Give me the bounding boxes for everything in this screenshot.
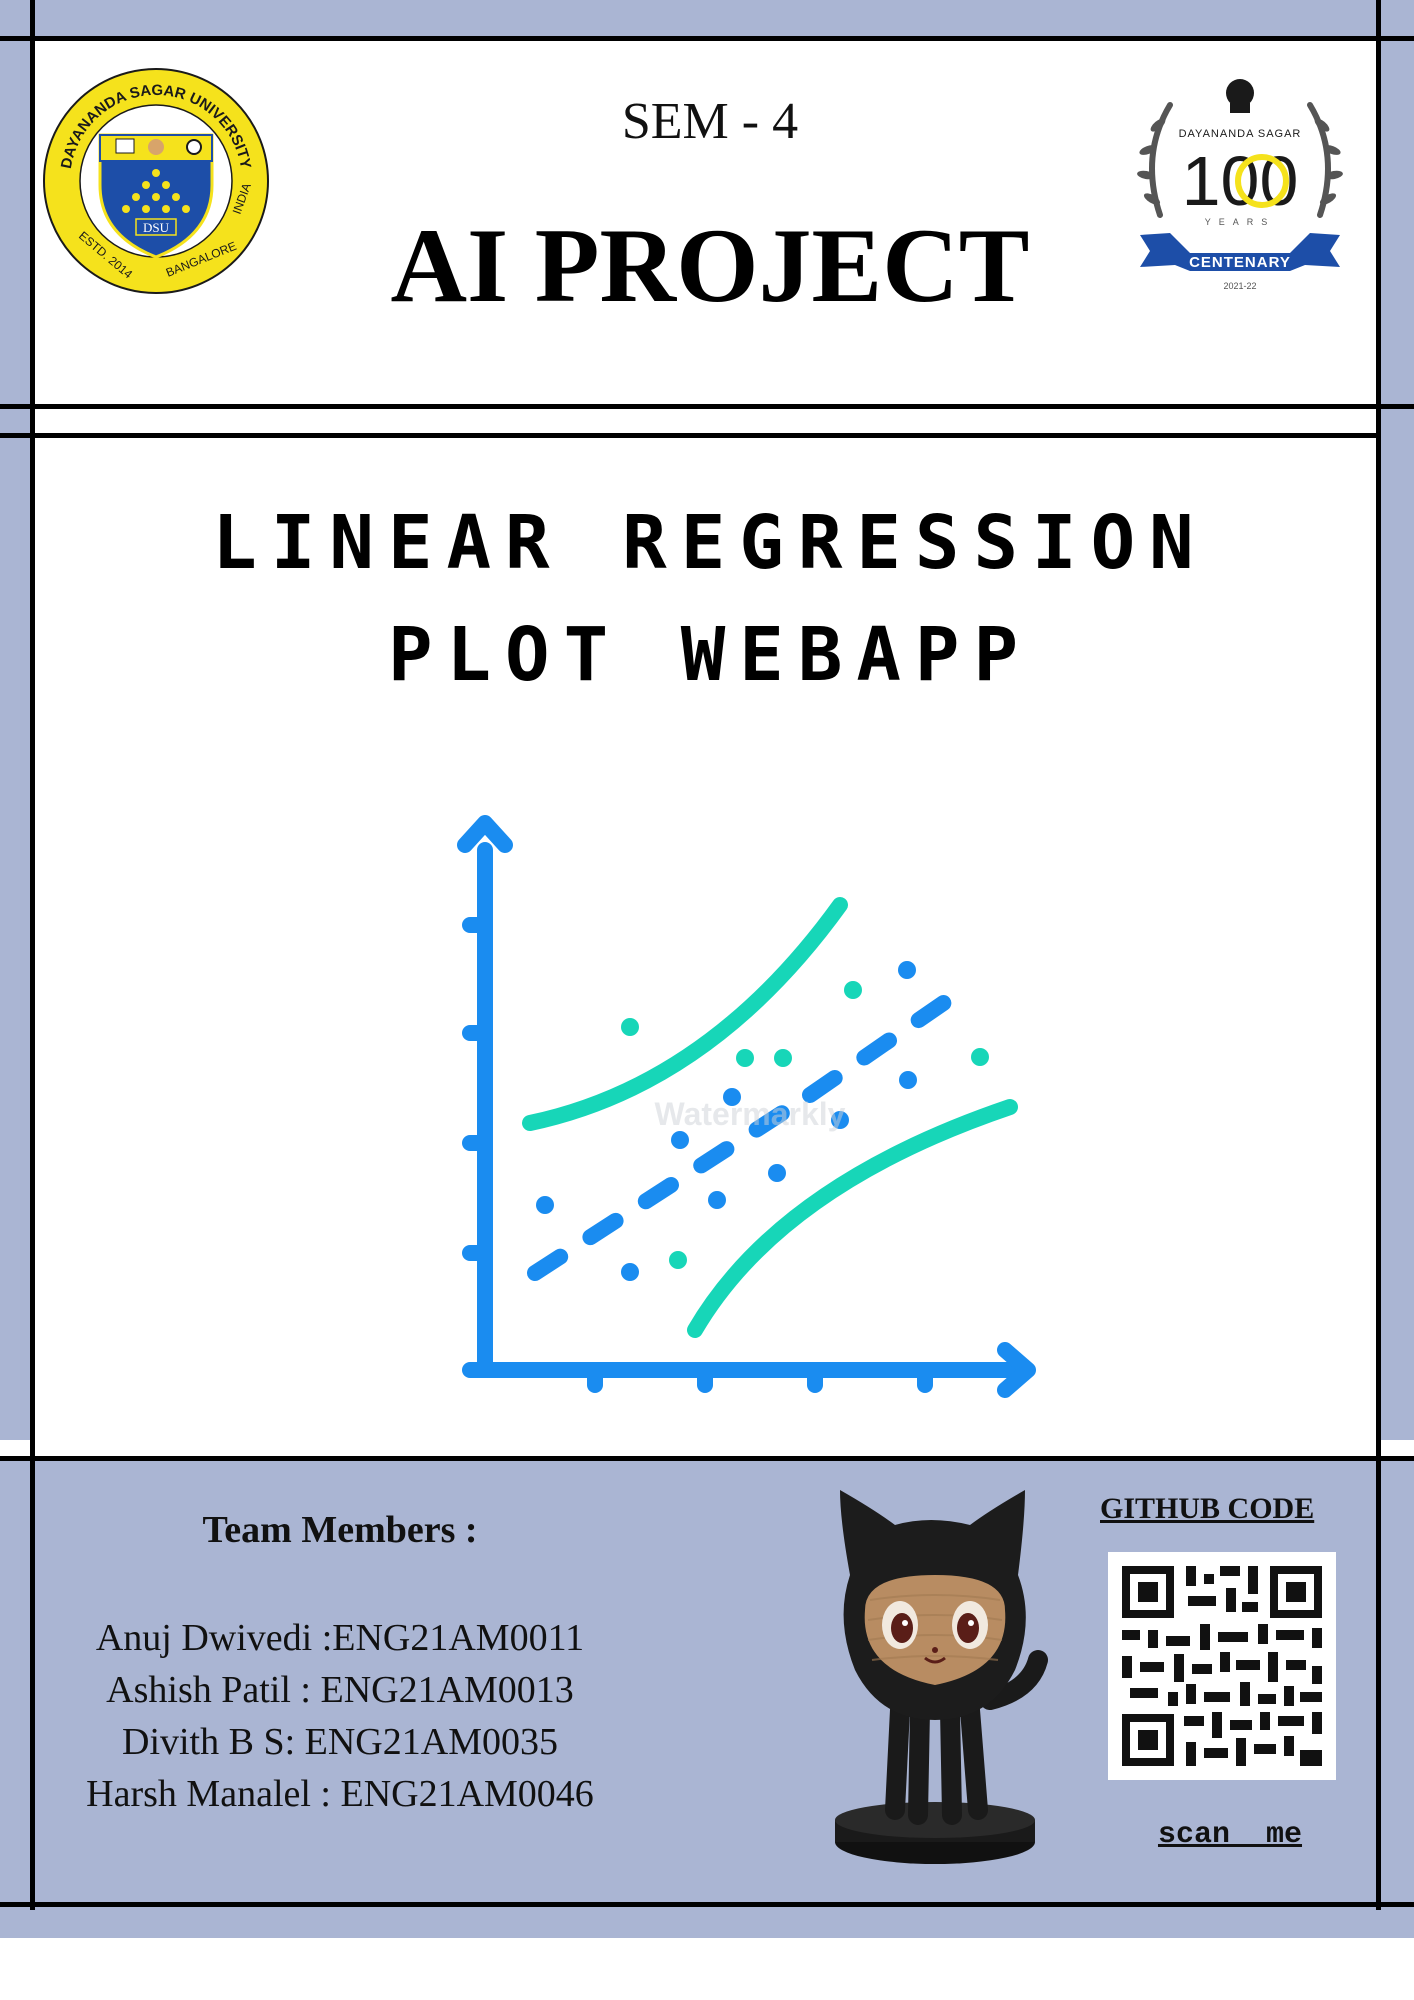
top-band (0, 0, 1414, 36)
shield-text: DSU (143, 220, 170, 235)
team-member: Ashish Patil : ENG21AM0013 (106, 1669, 574, 1711)
frame-line-content-top (0, 433, 1380, 438)
github-code-label: GITHUB CODE (1100, 1492, 1315, 1525)
octocat-figure-icon (835, 1490, 1048, 1864)
team-member-list: Anuj Dwivedi :ENG21AM0011 Ashish Patil :… (50, 1612, 630, 1820)
centenary-dates: 2021-22 (1223, 281, 1256, 291)
team-heading: Team Members : (202, 1509, 478, 1551)
page-title: AI PROJECT (390, 207, 1030, 324)
centenary-ribbon: CENTENARY (1189, 254, 1291, 271)
semester-label: SEM - 4 (621, 93, 799, 150)
frame-line-header-bottom (0, 404, 1414, 409)
frame-line-left (30, 0, 35, 1910)
frame-line-right (1376, 0, 1381, 1910)
team-member: Divith B S: ENG21AM0035 (122, 1721, 558, 1763)
project-title-line2: PLOT WEBAPP (387, 612, 1033, 698)
watermark-text: Watermarkly (655, 1096, 846, 1132)
content-panel (34, 440, 1377, 1456)
team-member: Anuj Dwivedi :ENG21AM0011 (95, 1617, 585, 1659)
team-member: Harsh Manalel : ENG21AM0046 (86, 1773, 594, 1815)
frame-line-top (0, 36, 1414, 41)
qr-code-icon[interactable] (1108, 1552, 1336, 1780)
left-band (0, 0, 30, 1440)
frame-line-bottom (0, 1902, 1414, 1907)
centenary-logo: DAYANANDA SAGAR 100 YEARS CENTENARY 2021… (1137, 79, 1343, 291)
centenary-top-text: DAYANANDA SAGAR (1179, 128, 1302, 140)
frame-line-footer-top (0, 1456, 1414, 1461)
university-logo: DAYANANDA SAGAR UNIVERSITY ESTD. 2014 BA… (43, 68, 269, 294)
scan-me-label: scan me (1157, 1818, 1303, 1852)
right-band (1380, 0, 1414, 1440)
centenary-years: YEARS (1205, 217, 1276, 227)
project-title-line1: LINEAR REGRESSION (212, 500, 1208, 586)
regression-chart-icon: Watermarkly (457, 815, 1036, 1398)
